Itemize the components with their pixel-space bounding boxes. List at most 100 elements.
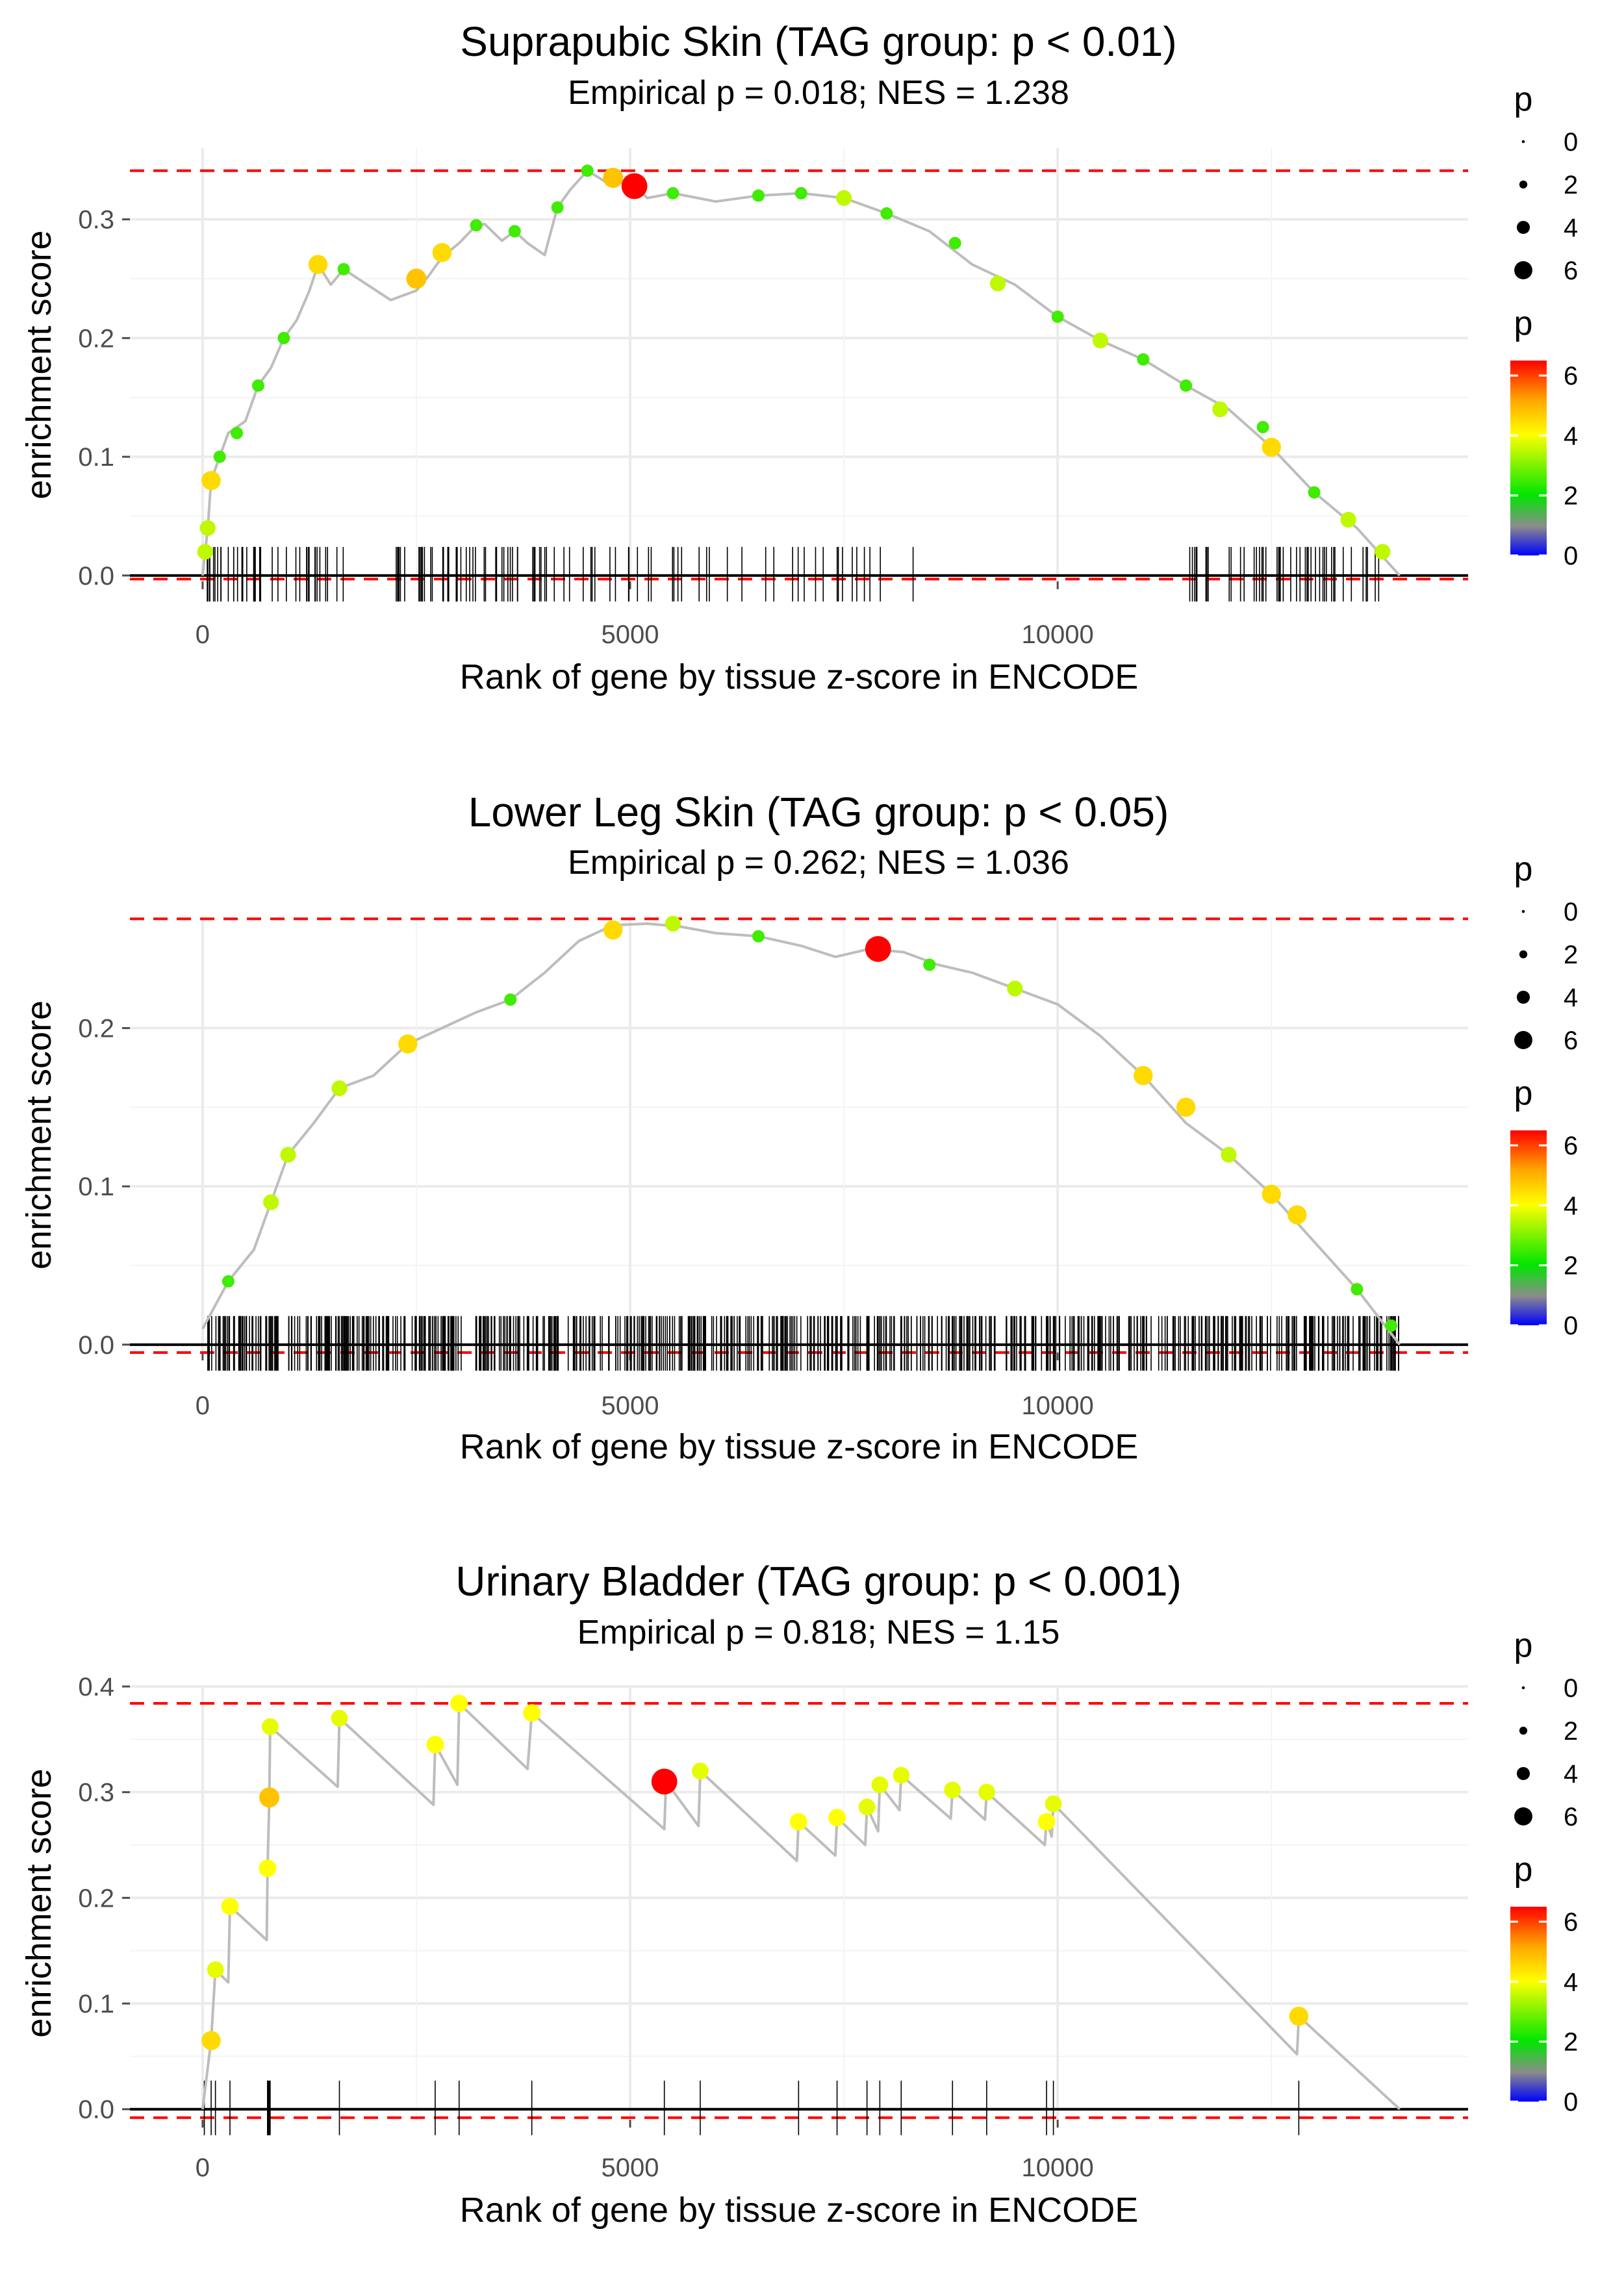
chart-title: Urinary Bladder (TAG group: p < 0.001): [455, 1558, 1182, 1605]
data-point: [1134, 1065, 1153, 1086]
color-legend-title: p: [1514, 305, 1533, 342]
data-point: [880, 207, 893, 220]
size-legend-key: [1521, 140, 1525, 144]
data-point: [199, 520, 216, 536]
y-tick-label: 0.3: [78, 206, 114, 235]
size-legend-label: 6: [1564, 257, 1578, 285]
size-legend-label: 4: [1564, 984, 1578, 1012]
data-point: [308, 255, 328, 274]
chart-panel-1: Suprapubic Skin (TAG group: p < 0.01) Emp…: [19, 18, 1578, 696]
data-point: [989, 275, 1006, 292]
size-legend-label: 6: [1564, 1026, 1578, 1055]
y-tick-label: 0.2: [78, 1884, 114, 1913]
data-point: [1176, 1097, 1196, 1117]
x-tick-label: 5000: [602, 2154, 659, 2182]
size-legend-key: [1514, 261, 1532, 279]
size-legend-title: p: [1514, 1627, 1533, 1664]
data-point: [207, 1961, 224, 1978]
data-point: [277, 331, 290, 344]
data-point: [752, 189, 765, 202]
data-point: [331, 1080, 348, 1097]
data-point: [1007, 980, 1023, 997]
data-point: [978, 1783, 995, 1801]
x-tick-label: 0: [196, 2154, 210, 2182]
data-point: [794, 186, 807, 199]
y-axis-label: enrichment score: [19, 1768, 58, 2037]
x-axis-label: Rank of gene by tissue z-score in ENCODE: [460, 657, 1138, 696]
size-legend-key: [1516, 1766, 1530, 1781]
data-point: [1221, 1147, 1237, 1163]
size-legend-label: 2: [1564, 941, 1578, 969]
size-legend-key: [1514, 1031, 1532, 1049]
size-legend-label: 0: [1564, 128, 1578, 157]
data-point: [1051, 310, 1064, 323]
data-point: [201, 470, 221, 490]
data-points: [197, 164, 1391, 560]
data-point: [450, 1694, 468, 1712]
data-point: [201, 2031, 221, 2050]
y-axis-label: enrichment score: [19, 1000, 58, 1269]
enrichment-trace: [201, 169, 1401, 577]
color-legend-label: 4: [1564, 1968, 1578, 1996]
color-legend-title: p: [1514, 1075, 1533, 1112]
x-tick-label: 5000: [602, 1392, 659, 1420]
data-point: [213, 450, 226, 463]
y-tick-label: 0.3: [78, 1779, 114, 1807]
chart-subtitle: Empirical p = 0.262; NES = 1.036: [568, 844, 1069, 882]
data-point: [1262, 1184, 1281, 1204]
color-legend-label: 0: [1564, 1312, 1578, 1340]
data-point: [259, 1787, 280, 1808]
enrichment-trace: [201, 1702, 1401, 2111]
color-legend-label: 6: [1564, 362, 1578, 390]
y-tick-label: 0.1: [78, 1173, 114, 1201]
x-tick-label: 5000: [602, 620, 659, 649]
size-legend-key: [1519, 180, 1528, 189]
data-point: [865, 935, 891, 962]
data-point: [398, 1034, 418, 1054]
data-point: [1256, 420, 1269, 433]
enrichment-trace: [201, 922, 1401, 1346]
data-point: [222, 1275, 235, 1288]
data-point: [621, 173, 648, 199]
data-point: [871, 1776, 889, 1794]
data-point: [337, 262, 350, 275]
data-point: [1308, 486, 1321, 499]
data-point: [944, 1781, 961, 1799]
data-point: [432, 243, 452, 262]
y-tick-label: 0.1: [78, 1990, 114, 2018]
size-legend-title: p: [1514, 850, 1533, 888]
data-point: [331, 1709, 348, 1727]
color-legend-label: 4: [1564, 1191, 1578, 1220]
data-point: [251, 379, 264, 392]
size-legend-key: [1519, 950, 1528, 959]
data-point: [406, 268, 427, 289]
data-point: [426, 1736, 444, 1753]
color-legend-bar: [1510, 1907, 1547, 2102]
data-point: [263, 1194, 279, 1210]
data-point: [581, 164, 594, 177]
data-point: [231, 427, 244, 440]
data-point: [789, 1813, 807, 1831]
data-point: [551, 201, 564, 214]
y-tick-label: 0.2: [78, 1015, 114, 1043]
chart-panel-3: Urinary Bladder (TAG group: p < 0.001) Em…: [19, 1558, 1578, 2230]
data-point: [1340, 511, 1356, 528]
data-points: [222, 915, 1398, 1332]
color-legend-bar: [1510, 1130, 1547, 1325]
size-legend-key: [1516, 220, 1530, 235]
data-point: [1037, 1813, 1056, 1831]
color-legend-bar: [1510, 361, 1547, 555]
x-axis-label: Rank of gene by tissue z-score in ENCODE: [460, 2191, 1138, 2230]
data-point: [1180, 379, 1193, 392]
data-point: [828, 1809, 846, 1827]
chart-title: Lower Leg Skin (TAG group: p < 0.05): [468, 789, 1169, 835]
data-point: [836, 190, 852, 206]
data-point: [1045, 1795, 1062, 1813]
chart-title: Suprapubic Skin (TAG group: p < 0.01): [460, 18, 1176, 65]
data-point: [858, 1798, 876, 1816]
y-tick-label: 0.0: [78, 1331, 114, 1360]
data-point: [1092, 332, 1109, 349]
size-legend-key: [1514, 1807, 1532, 1825]
